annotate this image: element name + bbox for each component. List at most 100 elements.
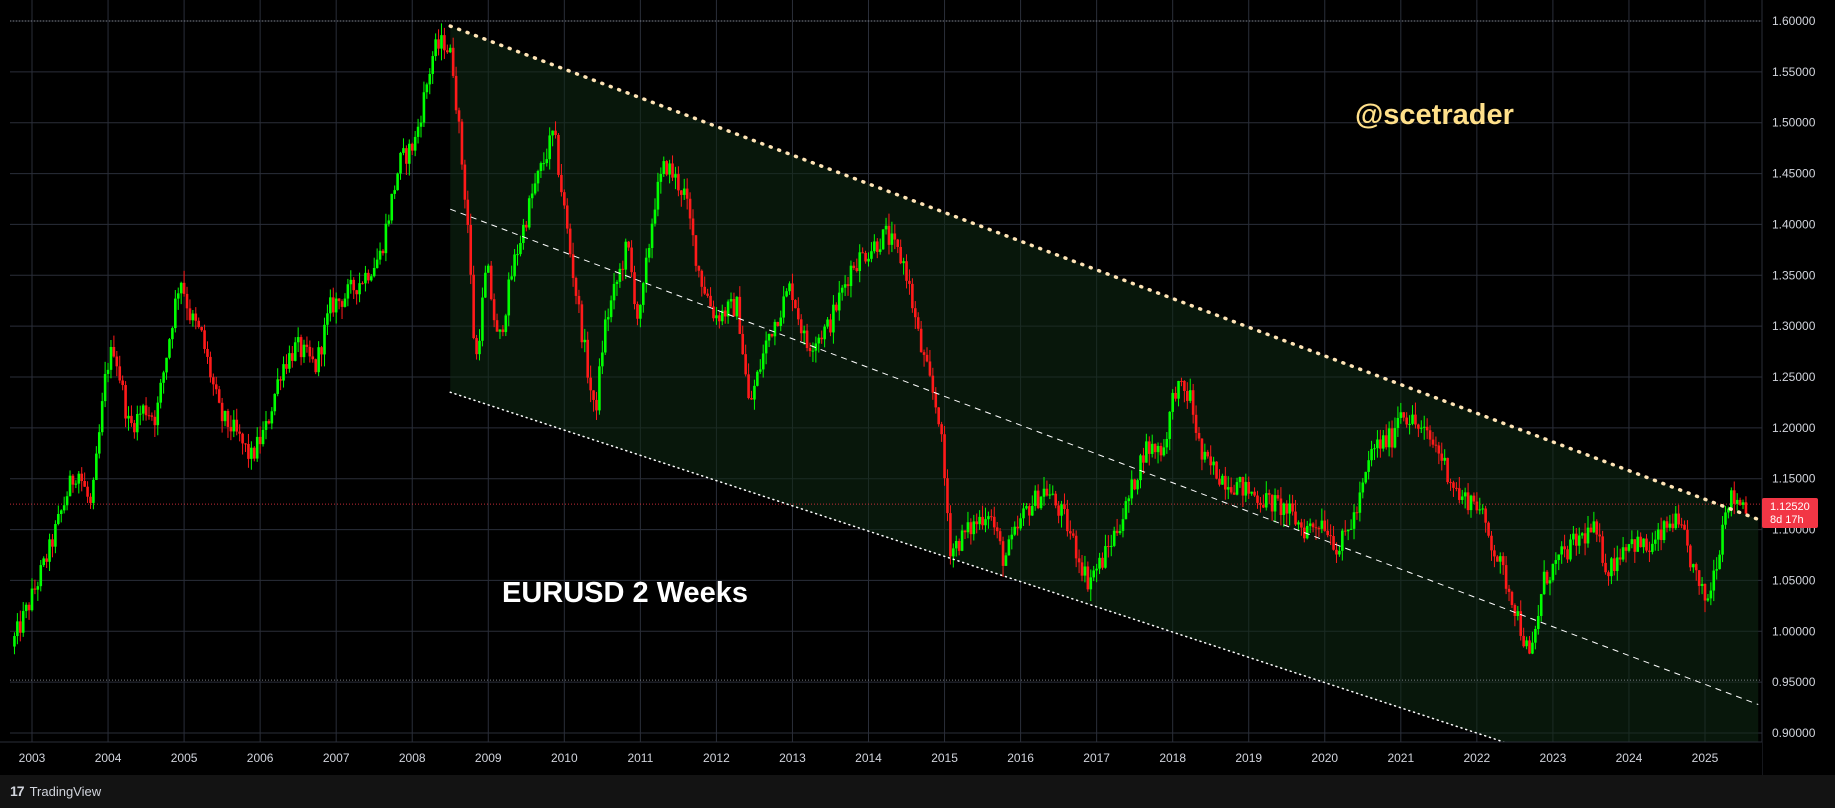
candle-body xyxy=(472,274,475,339)
candle-body xyxy=(1218,478,1221,485)
candle-body xyxy=(1267,493,1271,495)
candle-body xyxy=(820,337,824,340)
candle-body xyxy=(1355,512,1359,514)
year-tick-label: 2009 xyxy=(475,751,502,765)
candle-body xyxy=(317,347,320,373)
candle-body xyxy=(291,353,294,361)
candle-body xyxy=(1645,538,1648,551)
candle-body xyxy=(1332,536,1335,550)
candle-body xyxy=(329,297,332,314)
candle-body xyxy=(1446,457,1449,483)
candle-body xyxy=(1244,481,1248,496)
candle-body xyxy=(174,298,177,329)
candle-body xyxy=(1575,533,1578,546)
candle-body xyxy=(545,159,549,164)
candle-body xyxy=(723,310,727,317)
candle-body xyxy=(162,372,165,383)
candle-body xyxy=(554,130,557,135)
candle-body xyxy=(1145,441,1148,463)
candle-body xyxy=(399,152,402,174)
candle-body xyxy=(633,272,636,305)
candle-body xyxy=(71,475,75,485)
candle-body xyxy=(966,522,970,533)
candle-body xyxy=(1709,590,1713,599)
price-tick-label: 1.30000 xyxy=(1772,319,1816,333)
candle-body xyxy=(501,329,505,333)
price-chart[interactable]: 1.60000 1.55000 1.50000 1.45000 1.40000 1.350… xyxy=(0,0,1835,775)
candle-body xyxy=(776,321,780,326)
candle-body xyxy=(1358,492,1362,513)
price-axis[interactable]: 1.60000 1.55000 1.50000 1.45000 1.40000 1.350… xyxy=(1772,14,1816,740)
candle-body xyxy=(1390,428,1394,448)
candle-body xyxy=(121,380,124,386)
candle-body xyxy=(127,415,130,419)
channel-area xyxy=(450,26,1759,744)
candle-body xyxy=(1016,526,1019,529)
candle-body xyxy=(361,283,364,285)
candle-body xyxy=(653,209,657,224)
candle-body xyxy=(206,348,209,357)
candle-body xyxy=(1744,502,1748,514)
candle-body xyxy=(1171,392,1174,412)
candle-body xyxy=(179,282,183,294)
candle-body xyxy=(1270,494,1274,512)
candle-body xyxy=(1109,545,1113,547)
candle-body xyxy=(1177,380,1180,399)
candle-body xyxy=(846,284,850,287)
candle-body xyxy=(919,328,923,353)
candle-body xyxy=(261,429,265,445)
candle-body xyxy=(884,225,888,230)
candle-body xyxy=(957,540,961,551)
candle-body xyxy=(106,369,110,374)
price-tick-label: 0.90000 xyxy=(1772,726,1816,740)
candle-body xyxy=(369,276,373,281)
candle-body xyxy=(492,299,496,321)
year-tick-label: 2024 xyxy=(1616,751,1643,765)
year-tick-label: 2023 xyxy=(1540,751,1567,765)
candle-body xyxy=(419,122,423,127)
candle-body xyxy=(1048,494,1052,496)
candle-body xyxy=(1335,549,1338,555)
candle-body xyxy=(1399,412,1403,418)
candle-body xyxy=(1273,495,1277,512)
candle-body xyxy=(340,301,344,307)
candle-body xyxy=(647,247,651,258)
candle-body xyxy=(1156,445,1160,453)
candle-body xyxy=(1384,435,1388,448)
tradingview-logo[interactable]: 17 TradingView xyxy=(10,783,101,799)
candle-body xyxy=(293,342,297,361)
candle-body xyxy=(200,326,203,331)
candle-body xyxy=(513,254,516,277)
candle-body xyxy=(1697,570,1701,586)
candle-body xyxy=(115,356,119,367)
candle-body xyxy=(700,270,704,287)
year-tick-label: 2022 xyxy=(1464,751,1491,765)
candle-body xyxy=(1367,460,1370,472)
candle-body xyxy=(30,588,34,611)
candle-body xyxy=(524,224,528,228)
candle-body xyxy=(744,354,747,375)
candle-body xyxy=(1633,539,1637,552)
price-tick-label: 1.35000 xyxy=(1772,268,1816,282)
candle-body xyxy=(685,188,689,199)
year-tick-label: 2021 xyxy=(1387,751,1414,765)
candle-body xyxy=(1741,502,1745,505)
candle-body xyxy=(972,521,976,535)
candle-body xyxy=(603,319,607,353)
candle-body xyxy=(969,522,973,535)
candle-body xyxy=(682,188,686,195)
candle-body xyxy=(466,199,470,225)
candle-body xyxy=(1063,504,1066,510)
candle-body xyxy=(875,241,879,252)
candle-body xyxy=(428,73,432,85)
candle-body xyxy=(384,223,388,254)
candle-body xyxy=(1098,557,1101,569)
candle-body xyxy=(182,282,186,294)
candle-body xyxy=(577,295,581,305)
candle-body xyxy=(1516,611,1520,616)
candle-body xyxy=(440,35,443,49)
candles xyxy=(13,23,1748,655)
candle-body xyxy=(794,300,797,309)
time-axis[interactable]: 2003 2004 2005 2006 2007 2008 2009 2010 2011 2012… xyxy=(19,751,1719,765)
